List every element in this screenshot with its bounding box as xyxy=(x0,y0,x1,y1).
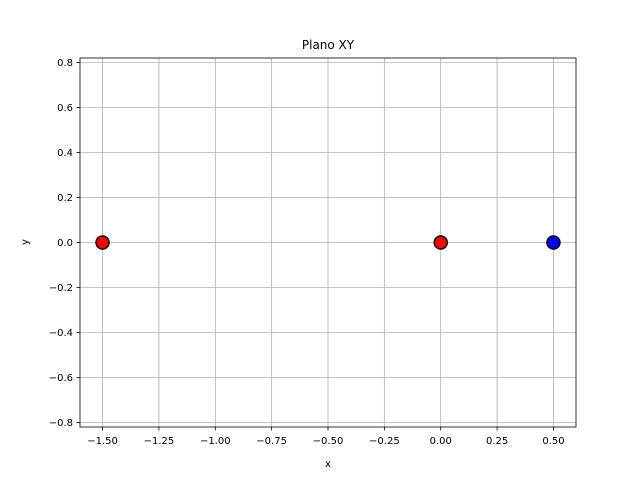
x-tick-label: 0.25 xyxy=(486,436,508,447)
y-tick-label: −0.8 xyxy=(49,418,73,429)
x-tick-label: −1.25 xyxy=(144,436,175,447)
scatter-point xyxy=(546,235,561,250)
grid xyxy=(80,58,576,427)
y-tick-label: 0.2 xyxy=(57,193,73,204)
x-axis-ticks: −1.50 −1.25 −1.00 −0.75 −0.50 −0.25 0.00 0.25 0.… xyxy=(87,427,565,447)
y-tick-label: 0.0 xyxy=(57,238,73,249)
x-tick-label: −0.25 xyxy=(369,436,400,447)
y-axis-label: y xyxy=(20,239,31,245)
data-points xyxy=(95,235,561,250)
y-tick-label: −0.6 xyxy=(49,373,73,384)
x-tick-label: −0.50 xyxy=(313,436,344,447)
scatter-point xyxy=(433,235,448,250)
x-tick-label: 0.00 xyxy=(430,436,452,447)
x-tick-label: −0.75 xyxy=(256,436,287,447)
x-tick-label: −1.50 xyxy=(87,436,118,447)
chart-title: Plano XY xyxy=(302,38,355,52)
y-tick-label: 0.8 xyxy=(57,58,73,69)
x-tick-label: 0.50 xyxy=(542,436,564,447)
y-axis-ticks: −0.8 −0.6 −0.4 −0.2 0.0 0.2 0.4 0.6 0.8 xyxy=(49,58,80,429)
y-tick-label: −0.2 xyxy=(49,283,73,294)
x-axis-label: x xyxy=(325,459,331,470)
x-tick-label: −1.00 xyxy=(200,436,231,447)
y-tick-label: 0.6 xyxy=(57,103,73,114)
y-tick-label: 0.4 xyxy=(57,148,73,159)
y-tick-label: −0.4 xyxy=(49,328,73,339)
scatter-point xyxy=(95,235,110,250)
